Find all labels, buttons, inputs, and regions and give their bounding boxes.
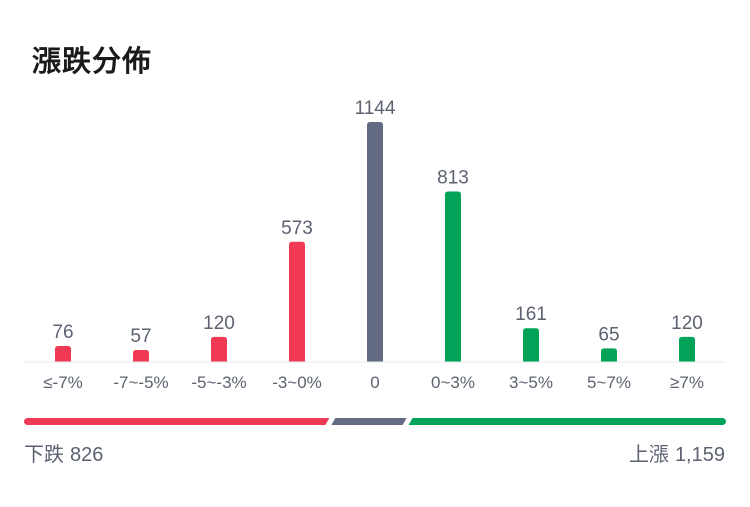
down-label: 下跌 [24,444,64,466]
down-summary: 下跌 826 [24,438,103,467]
bar-8 [679,336,695,362]
value-label-1: 57 [130,326,151,347]
category-label-5: 0~3% [431,373,475,392]
up-summary: 上漲 1,159 [629,438,725,467]
category-label-8: ≥7% [670,373,704,392]
category-label-6: 3~5% [509,373,553,392]
value-label-5: 813 [437,167,469,188]
distribution-chart: 76 ≤-7% 57 -7~-5% 120 -5~-3% 573 -3~0% 1144 0 813 0… [24,98,726,425]
ratio-bar [24,418,726,425]
bars-layer [55,122,695,362]
down-count: 826 [70,444,104,466]
value-label-7: 65 [598,324,619,345]
bar-5 [445,191,461,362]
up-count: 1,159 [674,444,725,466]
chart-title: 漲跌分佈 [32,44,153,78]
up-label: 上漲 [628,444,669,466]
bar-0 [55,346,71,362]
bar-6 [523,328,539,362]
value-label-8: 120 [671,313,703,334]
value-label-3: 573 [281,218,313,239]
value-label-4: 1144 [355,98,396,119]
ratio-segment-flat [331,418,407,425]
category-label-2: -5~-3% [191,373,246,392]
bar-7 [601,348,617,362]
ratio-segment-up [408,418,726,425]
labels-layer: 76 ≤-7% 57 -7~-5% 120 -5~-3% 573 -3~0% 1144 0 813 0… [43,98,704,392]
ratio-segment-down [24,418,330,425]
category-label-3: -3~0% [272,373,322,392]
bar-3 [289,241,305,362]
value-label-2: 120 [203,313,235,334]
category-label-1: -7~-5% [113,373,168,392]
bar-4 [367,122,383,362]
category-label-4: 0 [370,373,379,392]
bar-1 [133,350,149,362]
bar-2 [211,336,227,362]
value-label-0: 76 [52,322,73,343]
category-label-7: 5~7% [587,373,631,392]
value-label-6: 161 [515,304,547,325]
category-label-0: ≤-7% [43,373,83,392]
